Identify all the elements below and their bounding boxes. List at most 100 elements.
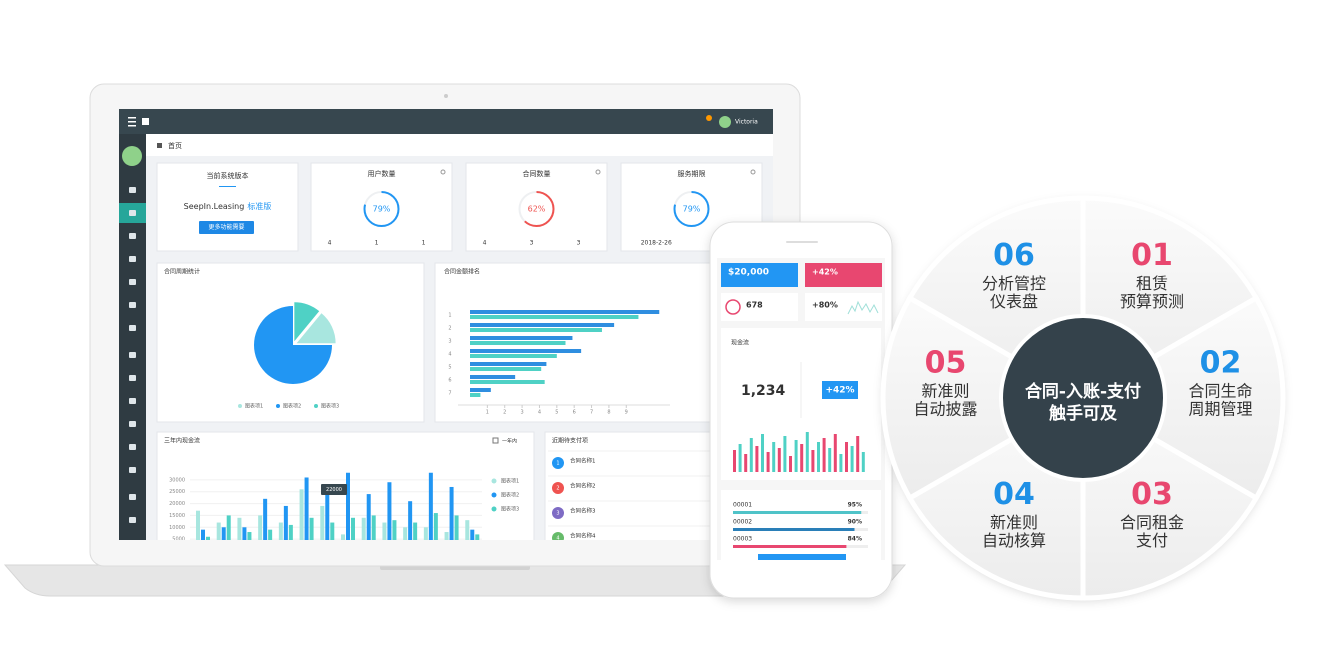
bar [278,522,283,540]
bar [408,501,413,540]
bar [811,450,815,472]
bar [216,522,221,540]
bar [470,315,639,319]
user-name: Victoria [735,119,758,126]
center-text: 触手可及 [1048,403,1118,424]
growth: +42% [812,268,838,277]
y-tick-label: 7 [448,391,451,397]
wheel-center [999,314,1167,482]
notify-badge [706,115,712,121]
bar [465,520,470,540]
bar [449,486,454,540]
stat-value: 3 [530,240,534,247]
sidebar-icon [129,467,136,473]
bar [226,515,231,540]
card-title: 当前系统版本 [207,171,249,180]
calendar-icon [492,437,499,444]
legend-label: 图表项2 [501,492,519,499]
bar [761,434,764,472]
sidebar-icon [129,444,136,450]
bar [733,450,736,472]
bar [268,529,273,540]
period-select[interactable]: 一年内 [502,438,517,445]
y-tick-label: 2 [448,326,451,332]
bar [861,452,865,472]
bar [247,532,252,540]
pie-slice [294,302,320,342]
y-tick-label: 25000 [169,489,185,495]
gauge-arc [673,191,710,227]
refresh-icon [750,169,756,175]
segment-number: 05 [925,345,967,380]
sidebar-icon [129,256,136,262]
bar [777,448,781,472]
legend-swatch [491,506,497,512]
upgrade-button[interactable] [199,221,254,234]
card-title: 合同数量 [523,169,551,178]
index-number: 4 [556,536,559,542]
card-title: 合同金额排名 [444,268,480,276]
bar [444,532,449,540]
card-title: 三年内现金流 [164,437,200,445]
legend-label: 图表项1 [501,478,519,485]
progress-name: 00001 [733,502,752,509]
stat-value: 4 [328,240,332,247]
cashflow-growth: +42% [825,386,854,396]
bar [828,448,832,472]
tooltip: 22000 [326,487,342,493]
x-tick-label: 5 [555,410,558,416]
segment-label: 支付 [1136,531,1168,550]
x-tick-label: 6 [573,410,576,416]
count: 678 [746,301,763,310]
bar [206,536,210,540]
progress-name: 00003 [733,536,752,543]
bar [237,517,242,540]
phone: $20,000 +42% 678 +80% 现金流 1,234 +42% 00001 95% 00… [709,221,893,599]
sidebar-icon [129,279,136,285]
index-number: 3 [556,511,559,517]
y-tick-label: 3 [448,339,451,345]
bottom-button [758,554,846,560]
card-title: 合同周期统计 [164,268,200,276]
bar [403,527,408,540]
sparkline [847,300,879,315]
bar [845,442,848,472]
bar [783,436,787,472]
bar [470,336,573,340]
stat-value: 4 [483,240,487,247]
bar [325,494,330,540]
user-avatar [719,116,731,128]
bar [299,489,304,540]
item-name: 合同名称3 [570,507,596,515]
bar [454,515,459,540]
refresh-icon [440,169,446,175]
gauge-arc [518,191,555,227]
segment-label: 自动核算 [982,531,1046,550]
segment-number: 03 [1131,477,1173,512]
legend-swatch [238,404,242,408]
bar [805,432,809,472]
bar [850,446,854,472]
progress-label: 84% [848,536,862,543]
bar [749,438,753,472]
wheel-segment [880,294,1088,502]
bar [242,527,247,540]
card-title: 服务期限 [678,169,706,178]
segment-number: 04 [993,477,1035,512]
segment-label: 新准则 [922,381,970,400]
progress-name: 00002 [733,519,752,526]
item-name: 合同名称4 [570,532,596,540]
bar [470,529,475,540]
card [310,162,453,252]
bar [470,310,660,314]
card [465,162,608,252]
x-tick-label: 9 [625,410,628,416]
sidebar-icon [129,187,136,193]
bar [470,341,566,345]
bar [833,434,837,472]
y-tick-label: 6 [448,378,451,384]
gauge-label: 79% [683,205,701,214]
segment-label: 租赁 [1136,274,1168,293]
